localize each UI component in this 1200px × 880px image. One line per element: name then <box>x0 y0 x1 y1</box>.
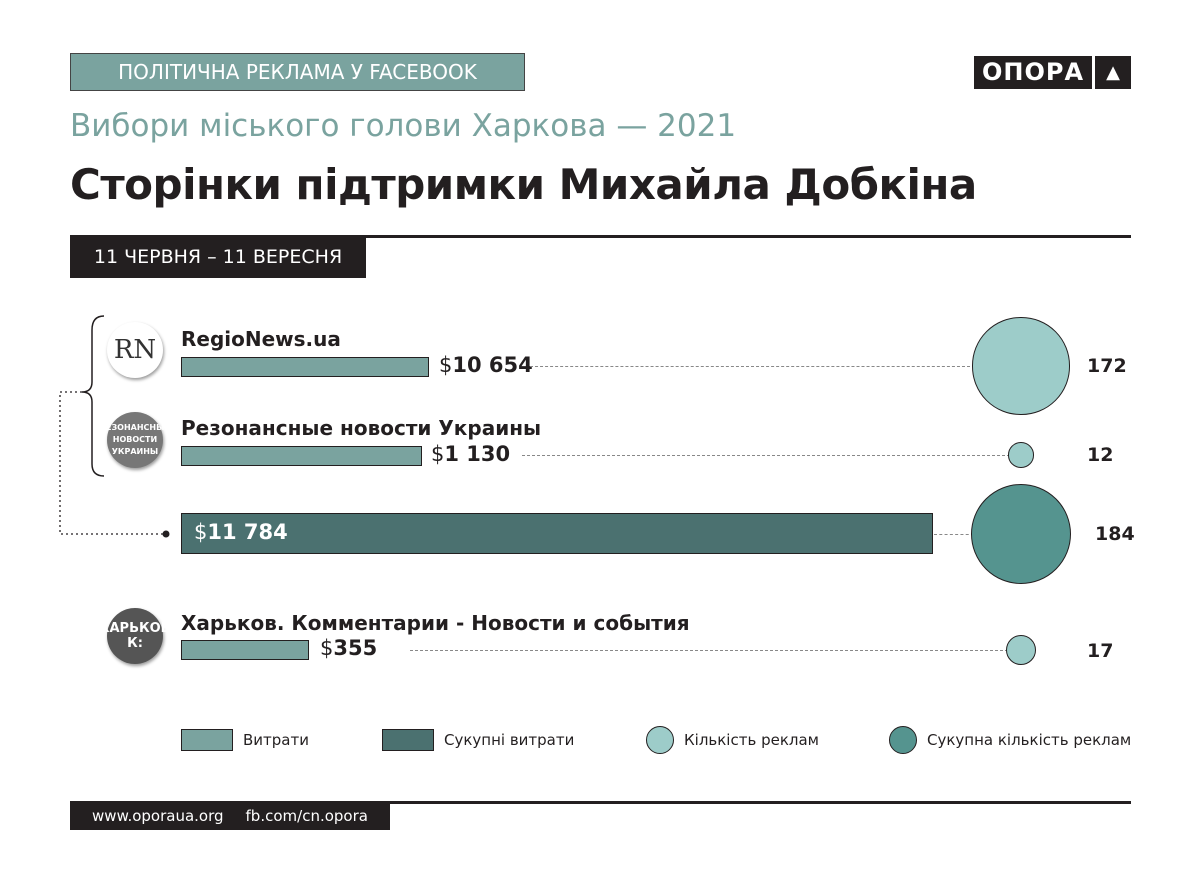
legend-label: Кількість реклам <box>684 731 819 749</box>
total-count-value: 184 <box>1095 523 1135 545</box>
legend-swatch <box>181 729 233 751</box>
subtitle: Вибори міського голови Харкова — 2021 <box>70 108 737 144</box>
legend-total-count: Сукупна кількість реклам <box>889 726 1132 754</box>
total-spend-bar <box>181 513 933 554</box>
opora-logo: ОПОРА ▲ <box>974 56 1132 89</box>
legend-total-spend: Сукупні витрати <box>382 728 574 752</box>
total-spend-value: $11 784 <box>194 520 288 544</box>
legend-swatch <box>889 726 917 754</box>
footer: www.oporaua.org fb.com/cn.opora <box>70 804 390 830</box>
leader-line <box>522 455 1010 456</box>
connector-dot <box>162 530 170 538</box>
facebook-link[interactable]: fb.com/cn.opora <box>245 807 368 825</box>
count-bubble <box>1008 442 1034 468</box>
group-connector <box>59 391 164 535</box>
total-count-bubble <box>970 483 1072 585</box>
spend-bar <box>181 640 309 660</box>
spend-value: $1 130 <box>431 442 511 466</box>
count-value: 17 <box>1087 640 1114 662</box>
legend-label: Витрати <box>243 731 309 749</box>
count-bubble <box>972 317 1070 415</box>
spend-value: $355 <box>320 636 378 660</box>
regionews-logo: RN <box>107 322 163 378</box>
page-title: Сторінки підтримки Михайла Добкіна <box>70 160 977 209</box>
page-name: RegioNews.ua <box>181 327 341 351</box>
leader-line <box>530 366 970 367</box>
count-bubble <box>1005 634 1037 666</box>
legend-swatch <box>382 729 434 751</box>
leader-line <box>934 534 974 535</box>
footer-divider <box>70 801 1131 804</box>
kharkov-comments-logo: ХАРЬКОВ К: <box>99 608 171 664</box>
spend-value: $10 654 <box>439 353 533 377</box>
legend-label: Сукупна кількість реклам <box>927 731 1132 749</box>
page-name: Резонансные новости Украины <box>181 416 542 440</box>
page-name: Харьков. Комментарии - Новости и события <box>181 611 690 635</box>
count-value: 172 <box>1087 355 1127 377</box>
kicker-label: ПОЛІТИЧНА РЕКЛАМА У FACEBOOK <box>70 53 525 91</box>
triangle-icon: ▲ <box>1095 56 1132 89</box>
spend-bar <box>181 357 429 377</box>
brand-name: ОПОРА <box>974 56 1093 89</box>
resonance-logo: РЕЗОНАНСНЫЕ НОВОСТИ УКРАИНЫ <box>100 412 170 468</box>
legend-label: Сукупні витрати <box>444 731 575 749</box>
divider <box>70 235 1131 238</box>
period-label: 11 ЧЕРВНЯ – 11 ВЕРЕСНЯ <box>70 238 366 278</box>
legend-swatch <box>646 726 674 754</box>
legend-count: Кількість реклам <box>646 726 819 754</box>
leader-line <box>410 650 1008 651</box>
spend-bar <box>181 446 422 466</box>
website-link[interactable]: www.oporaua.org <box>92 807 224 825</box>
legend-spend: Витрати <box>181 728 309 752</box>
count-value: 12 <box>1087 444 1114 466</box>
